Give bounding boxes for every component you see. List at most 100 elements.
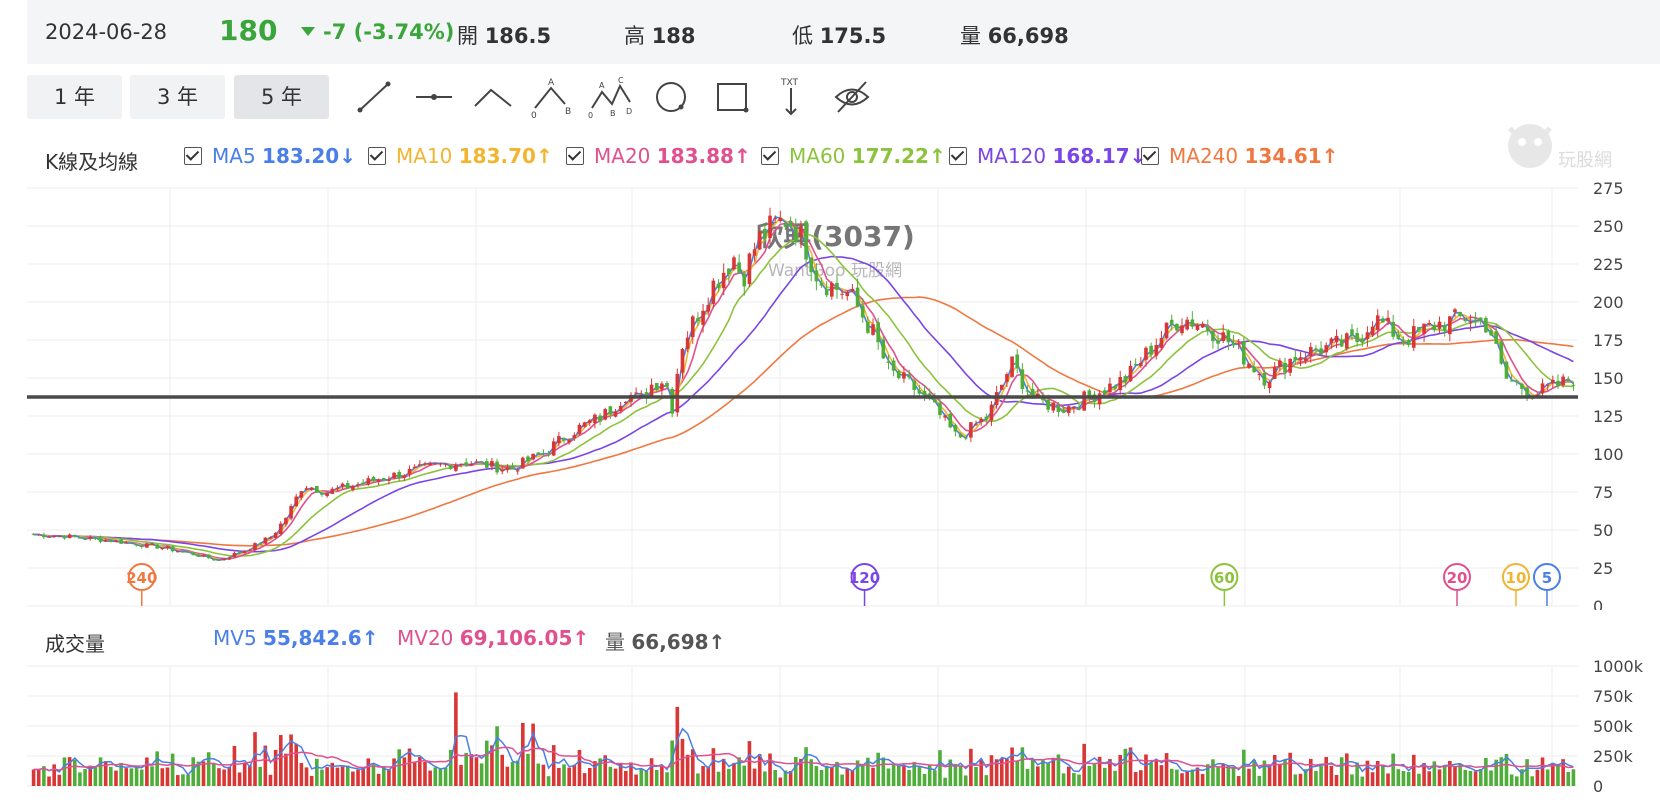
price-panel-title: K線及均線: [45, 150, 139, 174]
candle-body: [139, 545, 144, 547]
volume-bar: [1530, 776, 1535, 786]
volume-bar: [974, 767, 978, 786]
volume-bar: [1185, 770, 1189, 786]
range-5y-button[interactable]: 5 年: [234, 75, 329, 119]
candle-body: [62, 535, 67, 539]
volume-bar: [278, 735, 283, 786]
volume-bar: [1262, 760, 1267, 786]
candle-body: [464, 462, 468, 466]
candle-body: [387, 479, 391, 481]
volume-bar: [1365, 760, 1370, 786]
volume-bar: [1211, 759, 1215, 786]
ma-checkbox[interactable]: [761, 147, 779, 165]
high-value: 188: [651, 24, 696, 48]
volume-bar: [402, 757, 407, 786]
candle-body: [690, 316, 695, 338]
volume-bar: [1159, 765, 1164, 786]
volume-bar: [52, 764, 56, 786]
volume-bar: [1463, 769, 1468, 786]
volume-bar: [242, 763, 247, 786]
candle-body: [1087, 390, 1092, 397]
range-1y-button[interactable]: 1 年: [27, 75, 122, 119]
ma-legend-ma5[interactable]: MA5 183.20↓: [184, 144, 356, 168]
volume-bar: [1025, 768, 1030, 786]
volume-bar: [835, 761, 839, 786]
candle-body: [1046, 400, 1050, 410]
candle-body: [866, 321, 870, 333]
volume-bar: [979, 759, 983, 786]
volume-chart[interactable]: 0 250k 500k 750k 1000k: [0, 660, 1660, 800]
candle-body: [459, 463, 463, 465]
ma-marker-label: 20: [1447, 569, 1468, 587]
candle-body: [1236, 343, 1241, 345]
volume-bar: [639, 768, 644, 786]
candle-body: [1494, 331, 1498, 344]
volume-bar: [103, 761, 108, 786]
ma-legend-ma240[interactable]: MA240 134.61↑: [1141, 144, 1338, 168]
volume-bar: [531, 723, 535, 786]
candle-body: [1077, 408, 1081, 410]
volume-bar: [737, 757, 741, 786]
volume-bar: [263, 745, 268, 786]
angle-tool-icon[interactable]: [471, 76, 515, 118]
segment-tool-icon[interactable]: [412, 76, 456, 118]
circle-tool-icon[interactable]: [649, 76, 693, 118]
volume-bar: [387, 769, 391, 786]
abcd-pattern-tool-icon[interactable]: A C 0 B D: [588, 76, 632, 120]
volume-bar: [727, 768, 731, 786]
candle-body: [933, 399, 937, 403]
volume-bar: [989, 755, 994, 786]
ma-legend-ma120[interactable]: MA120 168.17↓: [949, 144, 1146, 168]
candle-body: [768, 215, 772, 239]
ma20-line: [33, 220, 1574, 560]
candle-body: [1566, 379, 1571, 382]
candle-body: [1386, 317, 1390, 322]
volume-bar: [351, 771, 355, 786]
volume-bar: [484, 740, 489, 786]
ma-checkbox[interactable]: [1141, 147, 1159, 165]
volume-bar: [258, 766, 262, 786]
ma-checkbox[interactable]: [566, 147, 584, 165]
candle-body: [675, 373, 680, 413]
candle-body: [1097, 393, 1102, 405]
candle-body: [577, 424, 582, 434]
volume-bar: [716, 771, 721, 786]
ma-checkbox[interactable]: [949, 147, 967, 165]
candle-body: [1123, 376, 1128, 383]
rectangle-tool-icon[interactable]: [710, 76, 754, 118]
volume-bar: [237, 772, 242, 786]
abc-pattern-tool-icon[interactable]: A 0 B: [529, 76, 573, 121]
volume-bar: [1077, 774, 1081, 786]
ma-checkbox[interactable]: [368, 147, 386, 165]
hide-drawings-icon[interactable]: [830, 76, 874, 118]
ma-legend-ma10[interactable]: MA10 183.70↑: [368, 144, 553, 168]
volume-bar: [649, 758, 654, 786]
volume-bar: [1072, 773, 1076, 786]
candle-body: [1180, 325, 1184, 334]
volume-bar: [315, 758, 319, 786]
candle-body: [793, 226, 798, 243]
candle-body: [1324, 345, 1329, 353]
candle-body: [1102, 390, 1107, 395]
volume-bar: [526, 753, 530, 786]
candle-body: [546, 453, 551, 455]
volume-bar: [139, 769, 144, 786]
text-tool-icon[interactable]: TXT: [769, 76, 813, 118]
candle-body: [83, 538, 87, 540]
candle-body: [716, 283, 721, 288]
ma-marker-label: 5: [1542, 569, 1552, 587]
ma-legend-ma20[interactable]: MA20 183.88↑: [566, 144, 751, 168]
line-tool-icon[interactable]: [352, 76, 396, 118]
price-chart[interactable]: 0255075100125150175200225250275欣興(3037)W…: [0, 178, 1660, 610]
mv-name: 量: [605, 630, 625, 654]
volume-bar: [1535, 769, 1540, 786]
candle-body: [510, 466, 515, 470]
ma-arrow: ↑: [535, 144, 553, 168]
volume-bar: [696, 773, 700, 786]
ma-legend-ma60[interactable]: MA60 177.22↑: [761, 144, 946, 168]
ma-checkbox[interactable]: [184, 147, 202, 165]
candle-body: [845, 292, 850, 297]
range-3y-button[interactable]: 3 年: [130, 75, 225, 119]
volume-bar: [752, 768, 757, 786]
volume-bar: [521, 722, 525, 786]
